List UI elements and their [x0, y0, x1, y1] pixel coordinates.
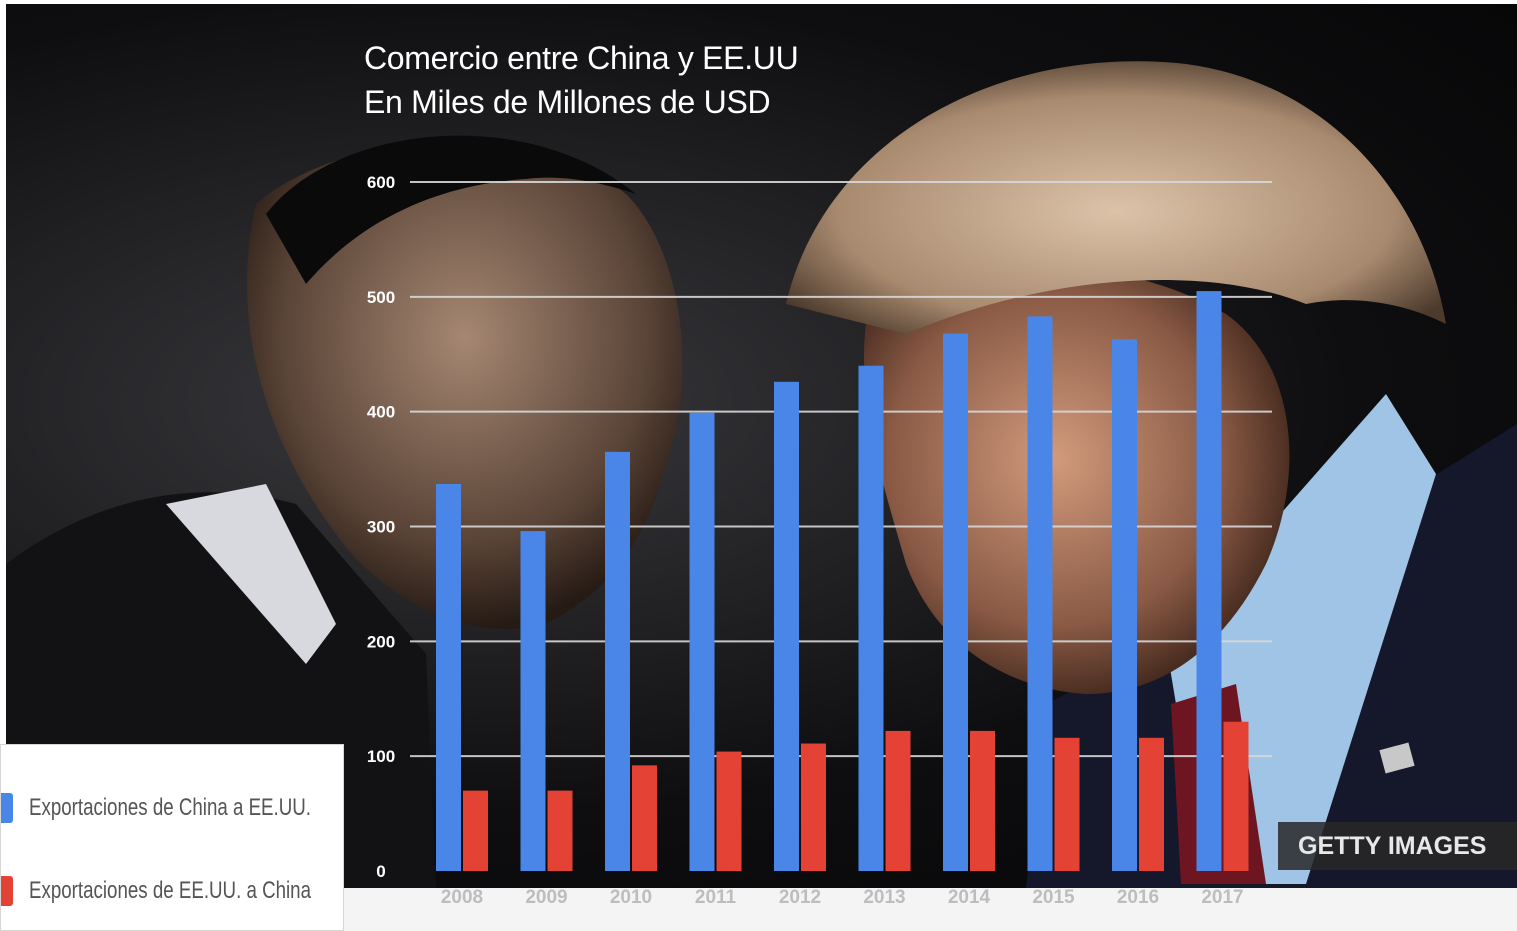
y-tick-label-200: 200: [367, 632, 395, 651]
x-tick-label-2012: 2012: [779, 887, 821, 908]
x-tick-label-2015: 2015: [1032, 887, 1075, 908]
y-tick-label-300: 300: [367, 518, 395, 537]
legend-label-us-exports: Exportaciones de EE.UU. a China: [29, 877, 311, 904]
bar-us-exports-2011: [716, 751, 742, 871]
bar-china-exports-2016: [1112, 339, 1137, 871]
bar-china-exports-2010: [605, 451, 630, 871]
x-tick-label-2009: 2009: [525, 887, 567, 908]
legend: Exportaciones de China a EE.UU. Exportac…: [0, 744, 344, 931]
bar-china-exports-2013: [858, 365, 884, 871]
bar-china-exports-2014: [943, 333, 968, 872]
y-tick-label-100: 100: [367, 747, 395, 766]
legend-item-china-exports: Exportaciones de China a EE.UU.: [1, 793, 391, 823]
bar-china-exports-2011: [689, 412, 715, 871]
bar-us-exports-2013: [885, 730, 911, 871]
x-tick-label-2013: 2013: [863, 887, 905, 908]
bar-china-exports-2012: [774, 381, 799, 871]
legend-item-us-exports: Exportaciones de EE.UU. a China: [1, 876, 391, 906]
y-axis-tick-labels: 0 100 200 300 400 500 600: [367, 173, 395, 881]
y-tick-label-400: 400: [367, 403, 395, 422]
getty-images-watermark: GETTY IMAGES: [1278, 822, 1517, 870]
bar-us-exports-2015: [1054, 737, 1080, 871]
y-tick-label-500: 500: [367, 288, 395, 307]
chart-title: Comercio entre China y EE.UU: [364, 40, 799, 76]
legend-swatch-china-exports: [1, 793, 13, 823]
bar-china-exports-2015: [1027, 316, 1053, 872]
bar-us-exports-2014: [970, 730, 995, 871]
x-tick-label-2008: 2008: [441, 887, 483, 908]
bar-china-exports-2017: [1196, 291, 1222, 871]
bar-china-exports-2009: [520, 531, 546, 871]
x-tick-label-2011: 2011: [695, 887, 737, 908]
legend-label-china-exports: Exportaciones de China a EE.UU.: [29, 794, 311, 821]
y-tick-label-600: 600: [367, 173, 395, 192]
bar-us-exports-2017: [1223, 721, 1249, 871]
x-tick-label-2017: 2017: [1201, 887, 1243, 908]
y-tick-label-0: 0: [376, 862, 385, 881]
bar-us-exports-2009: [547, 790, 573, 871]
chart-subtitle: En Miles de Millones de USD: [364, 84, 771, 120]
bar-us-exports-2016: [1139, 737, 1164, 871]
x-tick-label-2016: 2016: [1117, 887, 1159, 908]
x-tick-label-2010: 2010: [610, 887, 652, 908]
x-tick-label-2014: 2014: [948, 887, 991, 908]
bars: [436, 291, 1249, 872]
bar-us-exports-2008: [463, 790, 488, 871]
x-axis-tick-labels: 2008 2009 2010 2011 2012 2013 2014 2015 2016 2017: [441, 887, 1244, 908]
bar-us-exports-2010: [632, 765, 657, 871]
bar-china-exports-2008: [436, 484, 461, 871]
bar-us-exports-2012: [801, 743, 826, 871]
legend-swatch-us-exports: [1, 876, 13, 906]
